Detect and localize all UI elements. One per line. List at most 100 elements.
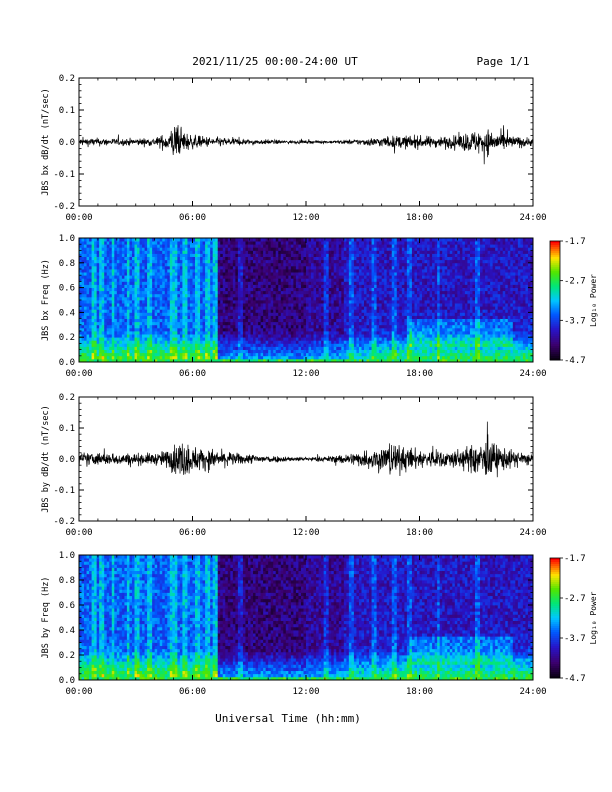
spectrogram-cell	[306, 312, 309, 316]
spectrogram-cell	[384, 306, 387, 310]
spectrogram-cell	[82, 316, 85, 320]
spectrogram-cell	[349, 281, 352, 285]
spectrogram-cell	[198, 241, 201, 245]
spectrogram-cell	[175, 272, 178, 276]
spectrogram-cell	[107, 294, 110, 298]
spectrogram-cell	[364, 303, 367, 307]
spectrogram-cell	[296, 306, 299, 310]
spectrogram-cell	[278, 297, 281, 301]
spectrogram-cell	[132, 297, 135, 301]
spectrogram-cell	[301, 291, 304, 295]
spectrogram-cell	[243, 263, 246, 267]
spectrogram-cell	[195, 328, 198, 332]
spectrogram-cell	[339, 297, 342, 301]
spectrogram-cell	[193, 309, 196, 313]
spectrogram-cell	[129, 241, 132, 245]
spectrogram-cell	[324, 247, 327, 251]
spectrogram-cell	[311, 238, 314, 242]
spectrogram-cell	[271, 275, 274, 279]
spectrogram-cell	[220, 340, 223, 344]
spectrogram-cell	[245, 328, 248, 332]
spectrogram-cell	[172, 322, 175, 326]
spectrogram-cell	[324, 347, 327, 351]
spectrogram-cell	[187, 319, 190, 323]
spectrogram-cell	[367, 241, 370, 245]
spectrogram-cell	[336, 331, 339, 335]
spectrogram-cell	[374, 328, 377, 332]
spectrogram-cell	[205, 281, 208, 285]
spectrogram-cell	[309, 356, 312, 360]
spectrogram-cell	[82, 247, 85, 251]
spectrogram-cell	[170, 343, 173, 347]
spectrogram-cell	[240, 340, 243, 344]
spectrogram-cell	[157, 257, 160, 261]
spectrogram-cell	[82, 294, 85, 298]
spectrogram-cell	[359, 260, 362, 264]
spectrogram-cell	[82, 353, 85, 357]
spectrogram-cell	[263, 337, 266, 341]
spectrogram-cell	[165, 288, 168, 292]
spectrogram-cell	[177, 278, 180, 282]
spectrogram-cell	[117, 266, 120, 270]
spectrogram-cell	[339, 244, 342, 248]
spectrogram-cell	[349, 294, 352, 298]
spectrogram-cell	[195, 306, 198, 310]
spectrogram-cell	[102, 309, 105, 313]
spectrogram-cell	[266, 275, 269, 279]
spectrogram-cell	[213, 297, 216, 301]
spectrogram-cell	[311, 356, 314, 360]
spectrogram-cell	[316, 350, 319, 354]
spectrogram-cell	[97, 257, 100, 261]
spectrogram-cell	[233, 297, 236, 301]
spectrogram-cell	[240, 319, 243, 323]
spectrogram-cell	[185, 291, 188, 295]
spectrogram-cell	[145, 356, 148, 360]
spectrogram-cell	[84, 356, 87, 360]
spectrogram-cell	[182, 275, 185, 279]
spectrogram-cell	[364, 328, 367, 332]
spectrogram-cell	[351, 257, 354, 261]
spectrogram-cell	[288, 263, 291, 267]
spectrogram-cell	[99, 241, 102, 245]
spectrogram-cell	[351, 340, 354, 344]
spectrogram-cell	[283, 331, 286, 335]
spectrogram-cell	[112, 347, 115, 351]
spectrogram-cell	[208, 297, 211, 301]
spectrogram-cell	[193, 281, 196, 285]
spectrogram-cell	[170, 306, 173, 310]
spectrogram-cell	[203, 306, 206, 310]
spectrogram-cell	[283, 306, 286, 310]
spectrogram-cell	[273, 353, 276, 357]
spectrogram-cell	[309, 312, 312, 316]
spectrogram-cell	[324, 340, 327, 344]
spectrogram-cell	[109, 278, 112, 282]
spectrogram-cell	[361, 309, 364, 313]
spectrogram-cell	[293, 266, 296, 270]
spectrogram-cell	[137, 241, 140, 245]
spectrogram-cell	[228, 312, 231, 316]
spectrogram-cell	[283, 343, 286, 347]
spectrogram-cell	[175, 288, 178, 292]
spectrogram-cell	[150, 291, 153, 295]
spectrogram-cell	[382, 281, 385, 285]
spectrogram-cell	[165, 334, 168, 338]
spectrogram-cell	[258, 281, 261, 285]
spectrogram-cell	[256, 297, 259, 301]
spectrogram-cell	[283, 337, 286, 341]
spectrogram-cell	[190, 325, 193, 329]
spectrogram-cell	[137, 254, 140, 258]
spectrogram-cell	[329, 331, 332, 335]
spectrogram-cell	[301, 281, 304, 285]
spectrogram-cell	[218, 281, 221, 285]
spectrogram-cell	[306, 325, 309, 329]
spectrogram-cell	[124, 350, 127, 354]
spectrogram-cell	[235, 353, 238, 357]
spectrogram-cell	[170, 272, 173, 276]
spectrogram-cell	[361, 337, 364, 341]
spectrogram-cell	[379, 309, 382, 313]
spectrogram-cell	[306, 275, 309, 279]
spectrogram-cell	[314, 266, 317, 270]
spectrogram-cell	[99, 353, 102, 357]
spectrogram-cell	[137, 337, 140, 341]
